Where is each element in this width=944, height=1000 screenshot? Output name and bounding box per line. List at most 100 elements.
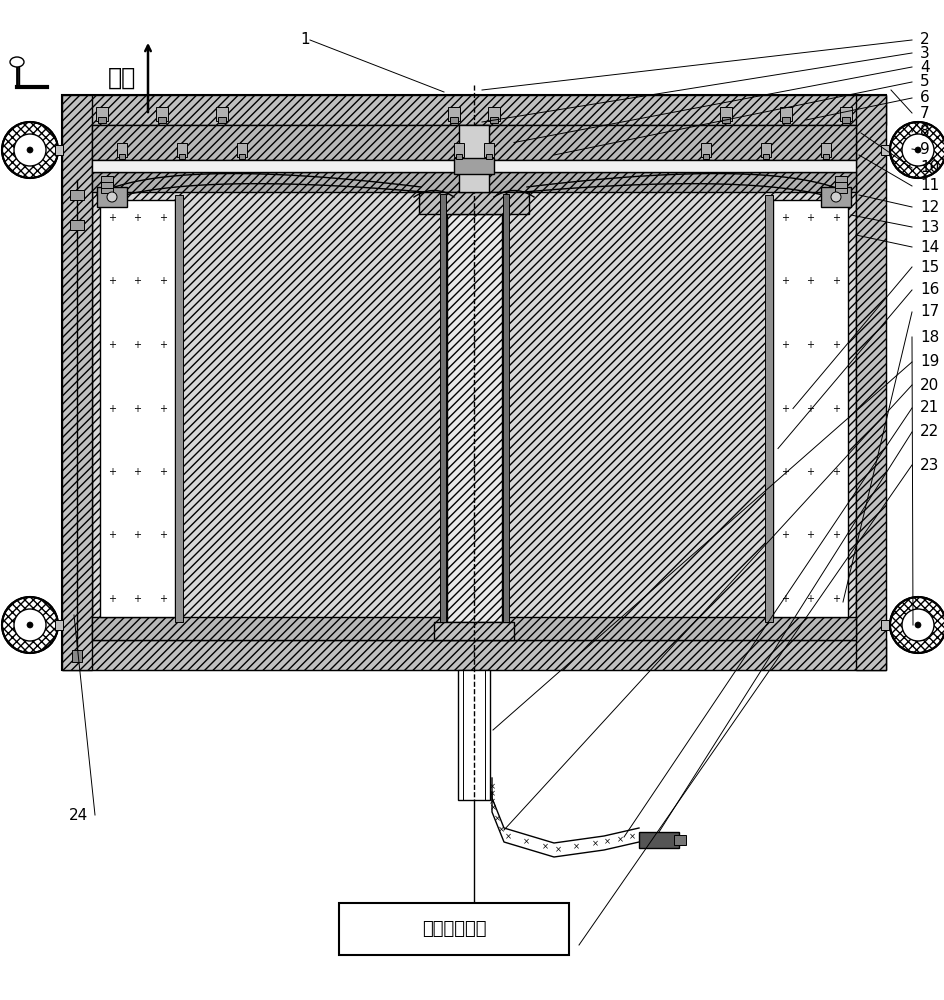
Text: +: + [133, 340, 142, 350]
Text: 11: 11 [920, 178, 939, 194]
Bar [674, 835, 686, 845]
Text: 17: 17 [920, 304, 939, 320]
Text: +: + [781, 403, 789, 414]
Bar [502, 194, 509, 622]
Bar [72, 650, 82, 662]
Bar [158, 117, 166, 123]
Text: ×: × [573, 842, 581, 851]
Bar [62, 95, 92, 670]
Bar [639, 832, 679, 848]
Text: +: + [159, 276, 167, 286]
Text: +: + [806, 467, 815, 477]
Bar [456, 154, 462, 159]
Bar [703, 154, 709, 159]
Bar [763, 154, 769, 159]
Text: +: + [108, 276, 116, 286]
Bar [823, 154, 829, 159]
Bar [70, 190, 84, 200]
Text: 24: 24 [69, 808, 88, 822]
Bar [62, 95, 886, 125]
Text: +: + [781, 276, 789, 286]
Bar [101, 181, 113, 193]
Circle shape [2, 122, 58, 178]
Bar [434, 622, 514, 640]
Text: 9: 9 [920, 141, 930, 156]
Text: ×: × [494, 814, 501, 823]
Circle shape [14, 134, 46, 166]
Text: +: + [806, 403, 815, 414]
Text: 压力补偿系统: 压力补偿系统 [422, 920, 486, 938]
Text: +: + [108, 594, 116, 604]
Bar [92, 160, 856, 172]
Circle shape [831, 192, 841, 202]
Circle shape [915, 622, 921, 628]
Text: +: + [133, 276, 142, 286]
Bar [55, 620, 63, 630]
Text: 15: 15 [920, 259, 939, 274]
Bar [70, 220, 84, 230]
Text: 14: 14 [920, 239, 939, 254]
Text: 21: 21 [920, 400, 939, 416]
Text: +: + [159, 467, 167, 477]
Bar [821, 187, 851, 207]
Text: +: + [832, 530, 840, 540]
Text: +: + [108, 403, 116, 414]
Bar [98, 117, 106, 123]
Bar [447, 214, 501, 622]
Bar [835, 176, 847, 188]
Bar [55, 145, 63, 155]
Bar [92, 617, 856, 640]
Text: 13: 13 [920, 220, 939, 234]
Circle shape [902, 134, 934, 166]
Bar [486, 154, 492, 159]
Bar [175, 195, 183, 622]
Text: ×: × [603, 838, 611, 847]
Text: +: + [806, 594, 815, 604]
Text: 19: 19 [920, 355, 939, 369]
Bar [842, 117, 850, 123]
Text: +: + [781, 340, 789, 350]
Bar [459, 125, 489, 192]
Text: +: + [781, 213, 789, 223]
Circle shape [915, 147, 921, 153]
Bar [722, 117, 730, 123]
Bar [177, 143, 187, 157]
Circle shape [27, 147, 33, 153]
Bar [835, 181, 847, 193]
Text: +: + [133, 403, 142, 414]
Text: 上方: 上方 [108, 66, 136, 90]
Text: +: + [133, 467, 142, 477]
Text: 12: 12 [920, 200, 939, 215]
Bar [780, 107, 792, 121]
Circle shape [14, 609, 46, 641]
Text: +: + [159, 213, 167, 223]
Bar [419, 192, 529, 214]
Text: +: + [108, 340, 116, 350]
Bar [117, 143, 127, 157]
Bar [218, 117, 226, 123]
Bar [454, 143, 464, 157]
Bar [92, 125, 856, 640]
Bar [458, 670, 490, 800]
Bar [881, 145, 889, 155]
Bar [840, 107, 852, 121]
Bar [62, 95, 886, 670]
Bar [765, 195, 773, 622]
Text: ×: × [616, 835, 623, 844]
Circle shape [890, 597, 944, 653]
Circle shape [890, 122, 944, 178]
Bar [101, 176, 113, 188]
Bar [92, 125, 856, 160]
Text: +: + [806, 213, 815, 223]
Bar [701, 143, 711, 157]
Text: 4: 4 [920, 60, 930, 75]
Text: ×: × [488, 797, 496, 806]
Circle shape [27, 622, 33, 628]
Text: ×: × [523, 837, 531, 846]
Text: +: + [832, 213, 840, 223]
Text: +: + [832, 403, 840, 414]
Text: 8: 8 [920, 124, 930, 139]
Text: +: + [781, 467, 789, 477]
Text: 2: 2 [920, 32, 930, 47]
Text: +: + [806, 340, 815, 350]
